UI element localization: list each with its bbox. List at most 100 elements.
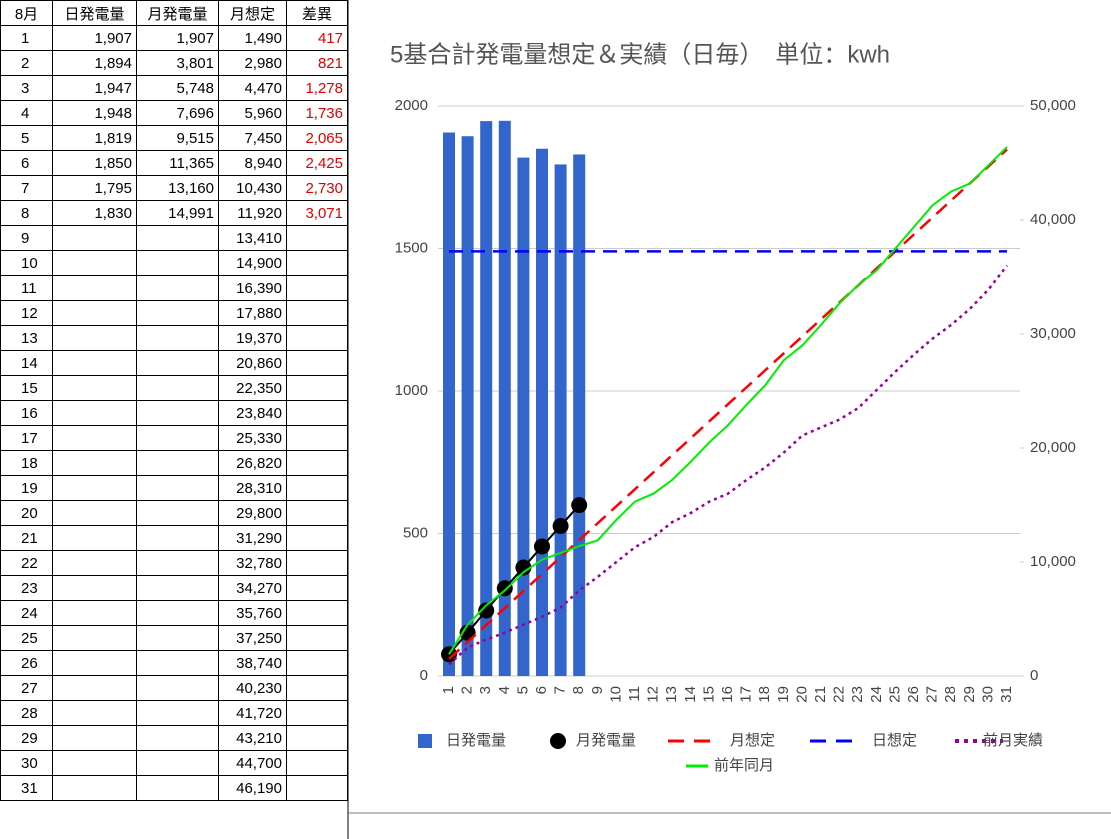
table-cell: 4,470 [218,75,287,101]
table-row: 31 46,190 [0,775,348,801]
table-cell: 41,720 [218,700,287,726]
table-cell: 差異 [286,0,348,26]
legend-swatch [418,734,432,748]
table-cell [52,775,137,801]
table-row: 24 35,760 [0,600,348,626]
table-cell [286,675,348,701]
x-tick-label: 5 [514,686,531,694]
table-cell [136,650,219,676]
table-cell: 17,880 [218,300,287,326]
table-cell: 日発電量 [52,0,137,26]
table-cell [286,650,348,676]
table-cell: 12 [0,300,53,326]
x-tick-label: 16 [719,686,736,703]
table-row: 12 17,880 [0,300,348,326]
x-tick-label: 1 [440,686,457,694]
data-table: 8月 日発電量 月発電量 月想定 差異 1 1,907 1,907 1,490 417 2 1,894… [0,0,348,801]
y2-tick-label: 50,000 [1030,97,1076,114]
x-tick-label: 19 [775,686,792,703]
table-cell: 1,948 [52,100,137,126]
marker [571,497,588,514]
table-cell: 2,730 [286,175,348,201]
table-cell [286,225,348,251]
table-cell: 20,860 [218,350,287,376]
table-cell [52,350,137,376]
table-row: 19 28,310 [0,475,348,501]
table-cell: 35,760 [218,600,287,626]
table-cell: 7,696 [136,100,219,126]
table-cell [136,550,219,576]
marker [459,624,476,641]
table-cell: 30 [0,750,53,776]
x-tick-label: 13 [663,686,680,703]
table-cell: 1,850 [52,150,137,176]
marker [496,580,513,597]
table-row: 6 1,850 11,365 8,940 2,425 [0,150,348,176]
table-row: 15 22,350 [0,375,348,401]
table-cell: 11 [0,275,53,301]
table-cell: 26,820 [218,450,287,476]
x-tick-label: 24 [868,686,885,703]
bar [498,120,511,676]
table-row: 22 32,780 [0,550,348,576]
table-cell [286,400,348,426]
table-cell: 31,290 [218,525,287,551]
table-cell: 10,430 [218,175,287,201]
marker [534,538,550,555]
table-cell: 1,830 [52,200,137,226]
bar [536,148,548,676]
table-row: 21 31,290 [0,525,348,551]
table-cell [52,275,137,301]
y2-tick-label: 10,000 [1030,553,1076,570]
bar [573,154,586,676]
table-cell: 22 [0,550,53,576]
marker [478,602,495,619]
table-cell: 5,960 [218,100,287,126]
y2-tick-label: 0 [1030,667,1038,684]
table-row: 14 20,860 [0,350,348,376]
table-row: 18 26,820 [0,450,348,476]
table-cell: 1,907 [136,25,219,51]
table-cell [52,300,137,326]
x-tick-label: 23 [849,686,866,703]
table-cell [286,475,348,501]
x-tick-label: 29 [961,686,978,703]
table-cell: 4 [0,100,53,126]
x-tick-label: 9 [589,686,606,694]
bar [517,157,530,676]
table-cell [286,775,348,801]
legend-label: 日発電量 [446,732,506,749]
table-row: 29 43,210 [0,725,348,751]
table-row: 11 16,390 [0,275,348,301]
x-tick-label: 18 [756,686,773,703]
x-tick-label: 26 [905,686,922,703]
table-cell: 1,819 [52,125,137,151]
table-cell: 25,330 [218,425,287,451]
table-cell [52,225,137,251]
x-tick-label: 20 [793,686,810,703]
table-cell: 29 [0,725,53,751]
table-cell: 5,748 [136,75,219,101]
table-cell [286,300,348,326]
table-cell: 7 [0,175,53,201]
legend-label: 前月実績 [983,732,1043,749]
table-row: 30 44,700 [0,750,348,776]
y2-tick-label: 30,000 [1030,325,1076,342]
marker [552,517,569,534]
x-tick-label: 30 [979,686,996,703]
table-cell: 14,900 [218,250,287,276]
chart-title: 5基合計発電量想定＆実績（日毎） 単位：kwh [390,41,890,68]
x-tick-label: 31 [998,686,1015,703]
table-cell: 23,840 [218,400,287,426]
table-cell [136,750,219,776]
table-row: 8月 日発電量 月発電量 月想定 差異 [0,0,348,26]
marker [515,559,532,576]
bar [461,136,474,676]
table-cell [52,575,137,601]
table-cell: 40,230 [218,675,287,701]
table-cell: 11,365 [136,150,219,176]
legend-swatch [550,733,566,749]
table-cell: 8 [0,200,53,226]
